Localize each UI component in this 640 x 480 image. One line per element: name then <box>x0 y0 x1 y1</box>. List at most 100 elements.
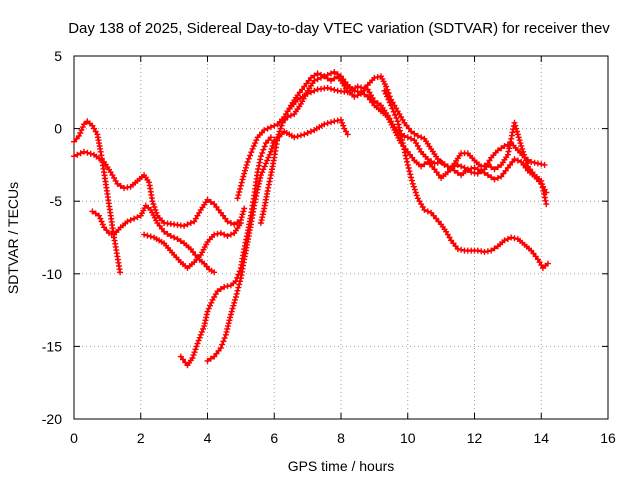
data-point <box>481 162 488 169</box>
data-point <box>324 84 331 91</box>
data-point <box>204 357 211 364</box>
data-point <box>219 341 226 348</box>
data-point <box>267 148 274 155</box>
data-point <box>92 210 99 217</box>
data-point <box>226 317 233 324</box>
data-point <box>339 119 346 126</box>
data-point <box>121 185 128 192</box>
data-point <box>236 281 243 288</box>
y-axis-label: SDTVAR / TECUs <box>5 182 21 294</box>
data-point <box>268 145 275 152</box>
data-point <box>410 183 417 190</box>
data-point <box>413 192 420 199</box>
data-point <box>141 231 148 238</box>
data-point <box>314 76 321 83</box>
data-point <box>424 208 431 215</box>
data-point <box>408 177 415 184</box>
data-point <box>338 116 344 123</box>
data-point <box>127 217 134 224</box>
data-point <box>87 150 94 157</box>
data-point <box>301 131 308 138</box>
data-point <box>242 164 249 171</box>
data-point <box>321 73 328 80</box>
data-point <box>542 197 549 204</box>
data-point <box>491 166 498 173</box>
data-point <box>401 132 408 139</box>
data-point <box>211 231 218 238</box>
data-point <box>131 215 138 222</box>
data-point <box>204 308 211 315</box>
data-point <box>117 269 124 276</box>
data-point <box>358 84 364 91</box>
data-point <box>448 165 455 172</box>
data-point <box>514 131 521 138</box>
data-point <box>181 222 188 229</box>
data-point <box>266 151 273 158</box>
data-point <box>454 169 461 176</box>
data-point <box>114 180 121 187</box>
data-point <box>277 125 284 132</box>
data-point <box>267 134 274 141</box>
data-point <box>151 204 158 210</box>
data-point <box>543 201 550 208</box>
data-point <box>421 206 428 213</box>
data-point <box>464 166 471 173</box>
data-point <box>494 164 501 171</box>
data-point <box>518 143 525 149</box>
data-point <box>488 174 495 181</box>
data-point <box>228 308 235 315</box>
data-point <box>407 171 414 178</box>
data-point <box>238 214 245 221</box>
data-point <box>534 160 541 167</box>
series-arc-10 <box>284 83 550 196</box>
data-point <box>232 294 239 300</box>
data-point <box>408 135 415 142</box>
x-tick-label: 14 <box>533 430 549 446</box>
series-arc-4 <box>141 220 244 271</box>
data-point <box>235 192 242 199</box>
data-point <box>424 156 431 163</box>
data-point <box>519 145 526 152</box>
x-tick-label: 8 <box>337 430 345 446</box>
series-arc-2 <box>71 148 248 229</box>
data-point <box>390 108 397 115</box>
data-point <box>217 230 224 237</box>
data-point <box>504 236 511 242</box>
data-point <box>411 186 418 193</box>
data-point <box>184 221 191 228</box>
data-point <box>297 132 304 139</box>
y-tick-label: -10 <box>42 266 62 282</box>
y-tick-label: -15 <box>42 338 62 354</box>
data-point <box>344 131 351 138</box>
data-point <box>196 334 203 341</box>
series-arc-9 <box>271 116 351 145</box>
data-point <box>269 143 276 149</box>
data-point <box>248 149 255 156</box>
data-point <box>494 175 501 181</box>
data-point <box>194 340 201 347</box>
data-point <box>523 160 530 167</box>
data-point <box>404 161 411 168</box>
data-point <box>89 208 96 215</box>
data-point <box>124 218 131 225</box>
data-point <box>284 114 291 120</box>
data-point <box>237 185 243 192</box>
data-point <box>451 167 458 174</box>
data-point <box>252 140 259 147</box>
data-point <box>308 89 314 96</box>
x-tick-label: 16 <box>600 430 616 446</box>
data-point <box>501 143 508 149</box>
x-tick-label: 0 <box>70 430 78 446</box>
data-point <box>245 155 252 162</box>
data-point <box>200 326 207 332</box>
data-point <box>84 149 91 156</box>
data-point <box>404 158 410 165</box>
data-point <box>243 161 250 168</box>
data-point <box>521 151 528 158</box>
y-tick-label: 5 <box>54 48 62 64</box>
axis-ticks: 0 2 4 6 8 10 12 14 16 5 0 -5 -10 -15 -20 <box>42 48 616 446</box>
series-arc-6 <box>204 137 278 364</box>
data-point <box>374 100 381 107</box>
data-point <box>189 355 196 361</box>
data-point <box>214 230 221 237</box>
